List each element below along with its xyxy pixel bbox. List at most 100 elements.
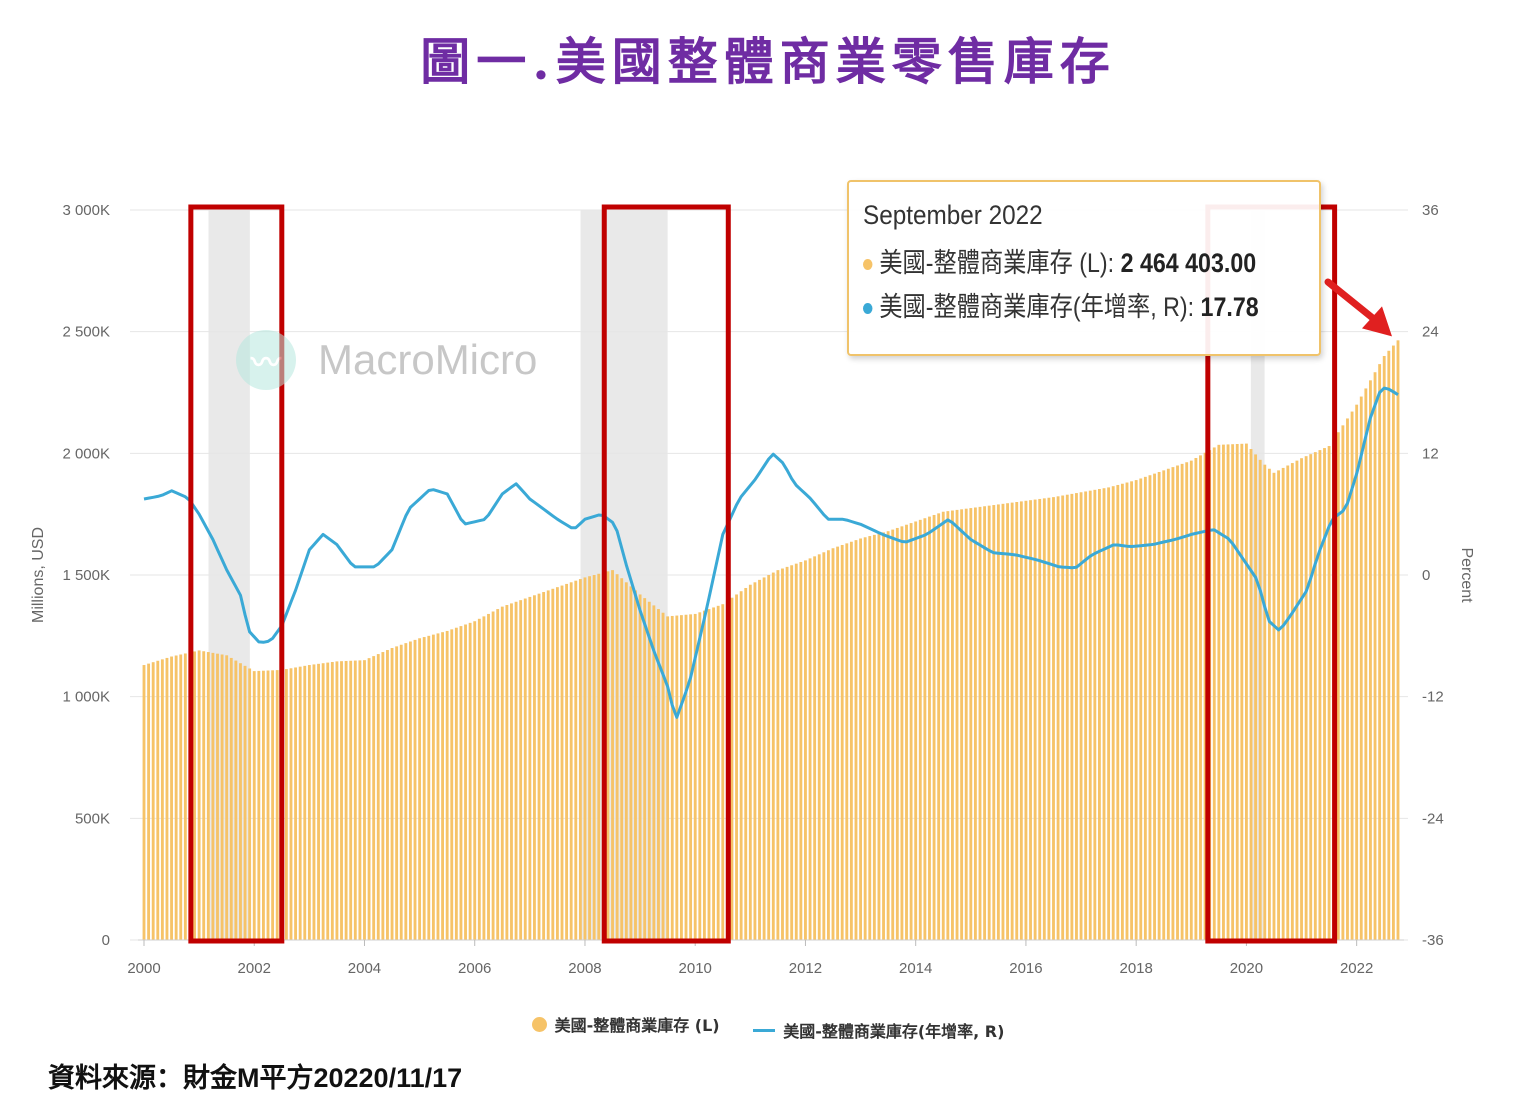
inventory-bar <box>826 550 830 940</box>
inventory-bar <box>657 609 660 940</box>
inventory-bar <box>239 663 242 940</box>
inventory-bar <box>739 591 743 940</box>
inventory-bar <box>941 511 945 940</box>
inventory-bar <box>1029 500 1032 940</box>
arrow-head <box>1362 306 1392 337</box>
inventory-bar <box>863 537 867 940</box>
inventory-bar <box>647 601 651 940</box>
inventory-bar <box>978 506 982 940</box>
inventory-bar <box>353 660 357 940</box>
inventory-bar <box>1254 454 1258 940</box>
y-right-tick-label: 12 <box>1422 445 1439 462</box>
inventory-bar <box>464 624 467 940</box>
legend-item-yoy[interactable]: 美國-整體商業庫存(年增率, R) <box>753 1018 1004 1042</box>
inventory-bar <box>542 592 546 940</box>
inventory-bar <box>914 521 918 940</box>
tooltip-date: September 2022 <box>863 200 1043 230</box>
inventory-bar <box>1309 454 1313 940</box>
legend-item-inventory[interactable]: 美國-整體商業庫存 (L) <box>531 1012 720 1036</box>
inventory-bar <box>1217 444 1221 940</box>
watermark: 〰 MacroMicro <box>236 330 537 390</box>
tooltip-dot-inventory <box>863 259 873 271</box>
y-right-tick-label: -24 <box>1422 810 1444 827</box>
inventory-bar <box>1120 483 1124 940</box>
inventory-bar <box>560 585 564 940</box>
inventory-bar <box>767 575 771 940</box>
inventory-bar <box>1286 465 1290 940</box>
inventory-bar <box>450 629 454 940</box>
macromicro-logo-icon: 〰 <box>236 330 296 390</box>
inventory-bar <box>859 538 862 940</box>
inventory-bar <box>817 554 821 940</box>
inventory-bar <box>1116 484 1120 940</box>
inventory-bar <box>473 621 477 940</box>
inventory-bar <box>1258 459 1262 940</box>
inventory-bar <box>1015 502 1019 940</box>
inventory-bar <box>477 618 481 940</box>
inventory-bar <box>431 634 435 940</box>
inventory-bar <box>794 563 798 940</box>
inventory-bar <box>1272 472 1276 940</box>
inventory-bar <box>390 648 394 940</box>
inventory-bar <box>666 616 670 940</box>
y-left-tick-label: 3 000K <box>62 202 110 219</box>
inventory-bar <box>606 571 610 940</box>
inventory-bar <box>946 511 950 940</box>
inventory-bar <box>1350 411 1354 940</box>
inventory-bar <box>505 605 509 940</box>
inventory-bar <box>271 670 275 940</box>
legend-swatch-yoy <box>753 1028 776 1032</box>
inventory-bar <box>482 616 486 940</box>
data-tooltip: September 2022 美國-整體商業庫存 (L): 2 464 403.… <box>847 180 1321 356</box>
tooltip-dot-yoy <box>863 303 873 315</box>
tooltip-row-inventory: 美國-整體商業庫存 (L): 2 464 403.00 <box>863 241 1256 285</box>
inventory-bar <box>624 582 628 940</box>
inventory-bar <box>147 663 151 940</box>
inventory-bar <box>1378 364 1382 941</box>
inventory-bar <box>340 661 343 940</box>
inventory-bar <box>895 527 899 940</box>
chart-legend: 美國-整體商業庫存 (L) 美國-整體商業庫存(年增率, R) <box>0 1012 1536 1042</box>
inventory-bar <box>799 562 803 940</box>
inventory-bar <box>335 661 339 940</box>
inventory-bar <box>1052 497 1055 940</box>
inventory-bar <box>445 630 449 940</box>
inventory-bar <box>555 587 559 940</box>
inventory-bar <box>1212 447 1216 940</box>
inventory-bar <box>321 663 325 940</box>
inventory-bar <box>1267 468 1271 940</box>
inventory-bar <box>1180 463 1184 940</box>
inventory-bar <box>643 598 647 940</box>
inventory-bar <box>404 643 408 940</box>
inventory-bar <box>427 635 431 940</box>
inventory-bar <box>533 595 536 940</box>
y-left-tick-label: 1 500K <box>62 567 110 584</box>
inventory-bar <box>615 574 619 940</box>
inventory-bar <box>721 604 725 940</box>
inventory-bar <box>744 587 748 940</box>
inventory-bar <box>229 657 233 940</box>
inventory-bar <box>1203 452 1207 940</box>
inventory-bar <box>992 505 996 940</box>
inventory-bar <box>693 613 697 940</box>
inventory-bar <box>629 586 633 940</box>
inventory-bar <box>730 597 734 940</box>
inventory-bar <box>211 652 215 940</box>
x-tick-label: 2012 <box>789 960 822 977</box>
inventory-bar <box>1382 356 1386 940</box>
inventory-bar <box>1244 443 1248 940</box>
inventory-bar <box>698 612 702 940</box>
inventory-bar <box>422 637 426 940</box>
inventory-bar <box>1010 502 1014 940</box>
highlight-box-1 <box>601 204 731 944</box>
inventory-bar <box>1093 489 1097 940</box>
inventory-bar <box>1047 497 1051 940</box>
inventory-bar <box>537 593 541 940</box>
inventory-bar <box>1107 487 1111 940</box>
inventory-bar <box>753 582 757 940</box>
inventory-bar <box>225 655 229 940</box>
inventory-bar <box>1125 482 1129 940</box>
inventory-bar <box>202 651 206 940</box>
inventory-bar <box>680 615 683 940</box>
